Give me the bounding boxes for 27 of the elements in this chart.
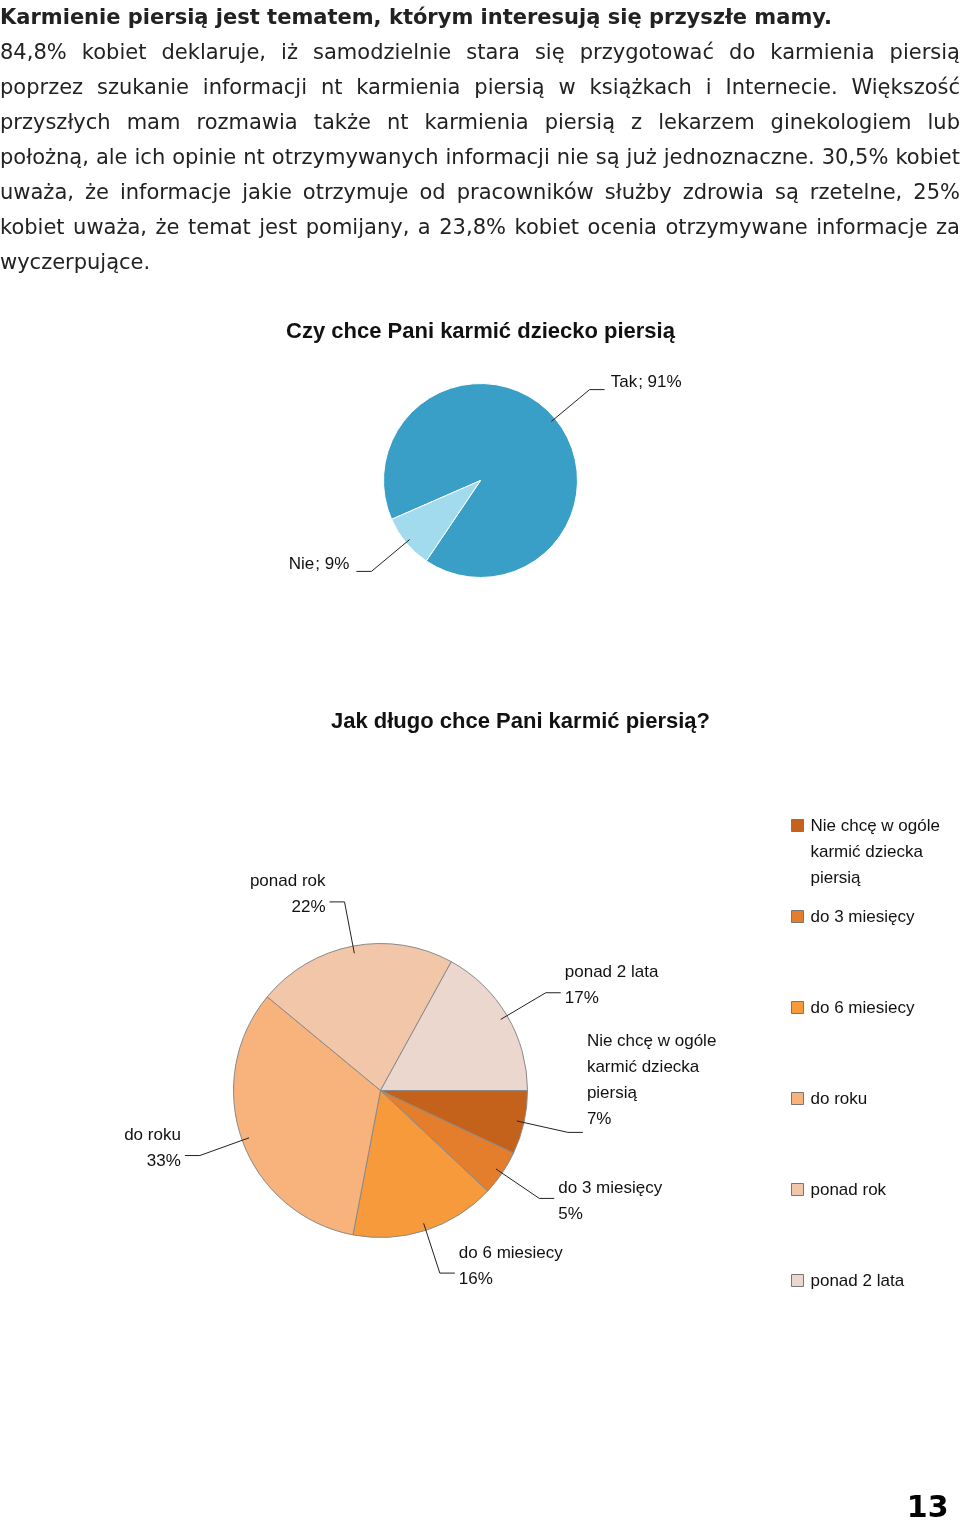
slice-label: ponad 2 lata <box>564 962 659 982</box>
slice-label: Nie <box>288 553 315 573</box>
data-label: 17% <box>564 988 599 1008</box>
legend-label: Nie chcę w ogóle karmić dziecka piersią <box>810 816 940 887</box>
chart-title: Czy chce Pani karmić dziecko piersią <box>286 318 676 343</box>
legend-label: ponad 2 lata <box>810 1271 905 1290</box>
data-label: 7% <box>586 1108 612 1128</box>
slice-label: do roku <box>124 1125 181 1145</box>
data-label: 33% <box>146 1151 181 1171</box>
legend-label: do 6 miesiecy <box>810 998 915 1017</box>
data-label: 22% <box>291 897 326 917</box>
text: Karmienie piersią jest tematem, którym interesują się przyszłe mamy. <box>0 4 834 31</box>
chart-title: Jak długo chce Pani karmić piersią? <box>330 708 711 733</box>
legend-label: do 3 miesięcy <box>810 907 915 926</box>
legend-label: do roku <box>810 1089 868 1108</box>
data-label: ; 91% <box>638 372 682 392</box>
slice-label: Nie chcę w ogóle karmić dziecka piersią <box>586 1030 717 1102</box>
data-label: 16% <box>458 1268 493 1288</box>
legend-label: ponad rok <box>810 1180 887 1199</box>
text: 84,8% kobiet deklaruje, iż samodzielnie stara się przygotować do karmienia piersią poprzez szukanie informacji nt karmienia piersią w książkach i Internecie. Większość przyszłych mam rozmawia także nt karmienia piersią z lekarzem ginekologiem lub położną, ale ich opinie nt otrzymywanych informacji nie są już jednoznaczne. 30,5% kobiet uważa, że informacje jakie otrzymuje od pracowników służby zdrowia są rzetelne, 25% kobiet uważa, że temat jest pomijany, a 23,8% kobiet ocenia otrzymywane informacje za wyczerpujące. <box>0 39 960 276</box>
slice-label: do 3 miesięcy <box>558 1177 663 1197</box>
slice-label: do 6 miesiecy <box>458 1242 564 1262</box>
slice-label: Tak <box>610 372 638 392</box>
data-label: ; 9% <box>315 553 350 573</box>
text: 13 <box>906 1488 949 1521</box>
slice-label: ponad rok <box>249 871 327 891</box>
data-label: 5% <box>558 1203 583 1223</box>
